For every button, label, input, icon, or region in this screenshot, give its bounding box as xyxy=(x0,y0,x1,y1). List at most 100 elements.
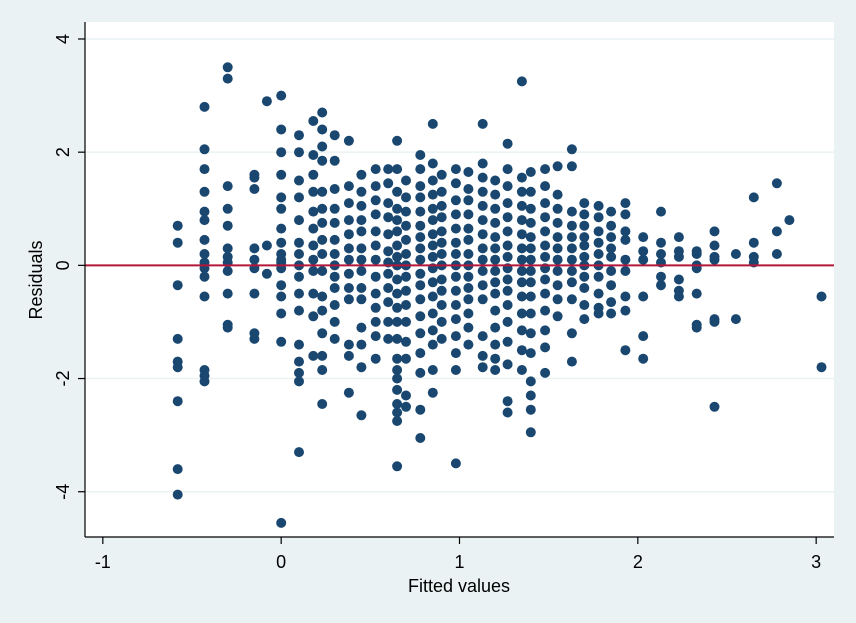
data-point xyxy=(317,203,328,214)
data-point xyxy=(579,198,590,209)
data-point xyxy=(392,416,403,426)
data-point xyxy=(816,362,827,373)
data-point xyxy=(516,291,527,302)
data-point xyxy=(329,333,340,344)
data-point xyxy=(540,240,551,251)
data-point xyxy=(261,240,272,251)
data-point xyxy=(540,325,551,336)
data-point xyxy=(356,283,367,293)
x-tick-label: 0 xyxy=(276,552,286,572)
data-points xyxy=(172,62,827,528)
data-point xyxy=(552,280,563,291)
data-point xyxy=(463,271,474,282)
data-point xyxy=(516,243,527,254)
data-point xyxy=(370,353,381,364)
data-point xyxy=(415,367,426,378)
data-point xyxy=(383,178,394,189)
data-point xyxy=(525,266,536,276)
data-point xyxy=(356,226,367,237)
data-point xyxy=(294,447,304,458)
data-point xyxy=(392,251,403,262)
data-point xyxy=(552,311,563,322)
data-point xyxy=(525,328,536,339)
data-point xyxy=(566,294,577,305)
data-point xyxy=(436,300,447,310)
data-point xyxy=(401,336,411,347)
data-point xyxy=(308,116,319,126)
data-point xyxy=(579,220,590,231)
data-point xyxy=(450,237,461,248)
data-point xyxy=(463,195,474,206)
data-point xyxy=(415,150,426,160)
data-point xyxy=(436,226,447,237)
x-tick-label: 1 xyxy=(454,552,464,572)
data-point xyxy=(638,353,649,364)
data-point xyxy=(477,186,488,197)
data-point xyxy=(490,288,501,299)
data-point xyxy=(356,215,367,226)
data-point xyxy=(294,271,304,282)
data-point xyxy=(401,206,411,217)
data-point xyxy=(392,333,403,344)
data-point xyxy=(199,215,210,226)
data-point xyxy=(427,291,438,302)
data-point xyxy=(450,458,461,469)
data-point xyxy=(748,192,759,203)
data-point xyxy=(343,254,354,265)
data-point xyxy=(427,325,438,336)
data-point xyxy=(525,390,536,401)
data-point xyxy=(222,62,233,73)
data-point xyxy=(552,232,563,243)
x-tick-label: 3 xyxy=(811,552,821,572)
data-point xyxy=(370,288,381,299)
data-point xyxy=(329,283,340,293)
data-point xyxy=(579,251,590,262)
data-point xyxy=(343,339,354,350)
data-point xyxy=(477,229,488,240)
data-point xyxy=(392,226,403,237)
data-point xyxy=(490,254,501,265)
data-point xyxy=(329,217,340,228)
data-point xyxy=(329,203,340,214)
data-point xyxy=(691,322,702,333)
data-point xyxy=(516,308,527,319)
data-point xyxy=(566,356,577,367)
data-point xyxy=(525,167,536,177)
data-point xyxy=(566,254,577,265)
data-point xyxy=(392,240,403,251)
data-point xyxy=(401,271,411,282)
data-point xyxy=(427,215,438,226)
data-point xyxy=(294,175,304,186)
data-point xyxy=(490,266,501,276)
data-point xyxy=(620,234,631,245)
data-point xyxy=(540,226,551,237)
data-point xyxy=(222,322,233,333)
data-point xyxy=(329,130,340,141)
data-point xyxy=(593,226,604,237)
data-point xyxy=(415,268,426,279)
data-point xyxy=(370,195,381,206)
data-point xyxy=(415,243,426,254)
data-point xyxy=(249,243,260,254)
y-axis-title: Residuals xyxy=(26,240,46,319)
data-point xyxy=(308,186,319,197)
data-point xyxy=(656,280,666,291)
data-point xyxy=(294,147,304,158)
data-point xyxy=(427,175,438,186)
data-point xyxy=(502,336,513,347)
data-point xyxy=(540,342,551,353)
data-point xyxy=(540,181,551,192)
data-point xyxy=(490,305,501,316)
data-point xyxy=(540,164,551,175)
data-point xyxy=(516,345,527,356)
data-point xyxy=(477,266,488,276)
data-point xyxy=(450,209,461,220)
data-point xyxy=(673,232,684,243)
data-point xyxy=(415,328,426,339)
data-point xyxy=(436,237,447,248)
data-point xyxy=(730,249,741,259)
data-point xyxy=(343,135,354,146)
data-point xyxy=(816,291,827,302)
data-point xyxy=(329,316,340,327)
